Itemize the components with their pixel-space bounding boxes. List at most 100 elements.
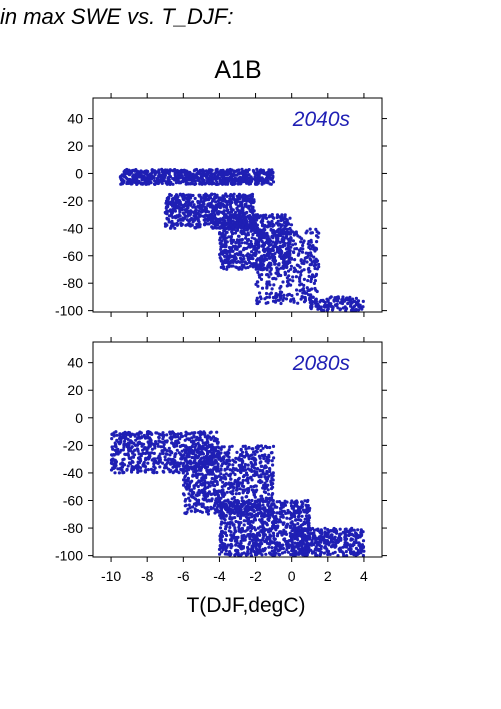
data-point: [178, 214, 182, 218]
data-point: [270, 235, 274, 239]
data-point: [154, 441, 158, 446]
data-point: [214, 226, 219, 230]
data-point: [344, 538, 348, 542]
data-point: [247, 256, 251, 260]
data-point: [250, 194, 254, 198]
data-point: [254, 213, 258, 217]
data-point: [271, 482, 275, 486]
data-point: [234, 548, 238, 552]
data-point: [191, 205, 195, 209]
data-point: [234, 257, 238, 261]
data-point: [270, 287, 274, 291]
data-point: [275, 213, 280, 217]
data-point: [121, 178, 125, 182]
y-tick-label: -60: [63, 248, 83, 264]
data-point: [285, 544, 289, 549]
data-point: [297, 252, 301, 256]
data-point: [194, 493, 198, 497]
data-point: [234, 519, 238, 524]
data-point: [248, 220, 252, 224]
data-point: [261, 500, 265, 504]
data-point: [152, 170, 157, 174]
data-point: [165, 212, 169, 216]
data-point: [174, 181, 178, 185]
data-point: [230, 241, 234, 245]
data-point: [219, 530, 224, 534]
data-point: [283, 236, 287, 240]
data-point: [236, 535, 240, 540]
data-point: [271, 531, 276, 535]
data-point: [245, 176, 249, 180]
data-point: [195, 455, 199, 459]
data-point: [227, 486, 231, 491]
data-point: [286, 279, 290, 283]
data-point: [146, 440, 150, 444]
data-point: [184, 204, 188, 208]
data-point: [189, 217, 193, 221]
data-point: [204, 210, 208, 214]
data-point: [260, 517, 264, 521]
data-point: [206, 512, 210, 516]
data-point: [127, 441, 131, 445]
data-point: [319, 305, 323, 309]
data-point: [249, 554, 254, 558]
data-point: [221, 175, 225, 179]
data-point: [222, 445, 226, 449]
data-point: [175, 439, 180, 443]
data-point: [306, 521, 310, 525]
data-point: [271, 215, 275, 219]
data-point: [263, 297, 267, 301]
data-point: [241, 546, 245, 550]
data-point: [282, 296, 286, 300]
data-point: [194, 442, 198, 446]
data-point: [122, 463, 127, 467]
data-point: [196, 217, 200, 221]
data-point: [211, 197, 215, 201]
data-point: [232, 192, 236, 196]
data-point: [275, 272, 279, 276]
data-point: [256, 467, 260, 471]
data-point: [193, 507, 197, 511]
data-point: [229, 235, 233, 239]
data-point: [253, 237, 257, 241]
point-cloud: [109, 430, 366, 558]
data-point: [213, 192, 217, 196]
data-point: [265, 268, 269, 272]
data-point: [219, 245, 223, 249]
data-point: [253, 466, 257, 470]
data-point: [178, 193, 182, 197]
data-point: [244, 447, 248, 451]
data-point: [147, 175, 151, 179]
data-point: [271, 174, 275, 178]
data-point: [225, 177, 229, 181]
data-point: [246, 239, 250, 243]
data-point: [307, 514, 311, 518]
data-point: [250, 538, 254, 543]
data-point: [198, 182, 202, 186]
data-point: [153, 182, 157, 186]
data-point: [238, 465, 242, 469]
data-point: [299, 259, 303, 263]
data-point: [185, 207, 189, 211]
data-point: [207, 215, 212, 219]
data-point: [176, 219, 180, 223]
data-point: [269, 487, 274, 491]
data-point: [224, 525, 228, 529]
data-point: [309, 279, 313, 284]
data-point: [264, 552, 268, 556]
data-point: [201, 502, 205, 506]
data-point: [228, 525, 232, 530]
data-point: [228, 170, 233, 174]
data-point: [162, 470, 166, 474]
data-point: [251, 547, 255, 551]
data-point: [227, 500, 231, 504]
data-point: [130, 445, 134, 449]
data-point: [165, 205, 170, 209]
data-point: [279, 530, 283, 534]
data-point: [261, 222, 265, 226]
data-point: [313, 279, 317, 283]
data-point: [259, 464, 263, 468]
data-point: [270, 493, 274, 497]
